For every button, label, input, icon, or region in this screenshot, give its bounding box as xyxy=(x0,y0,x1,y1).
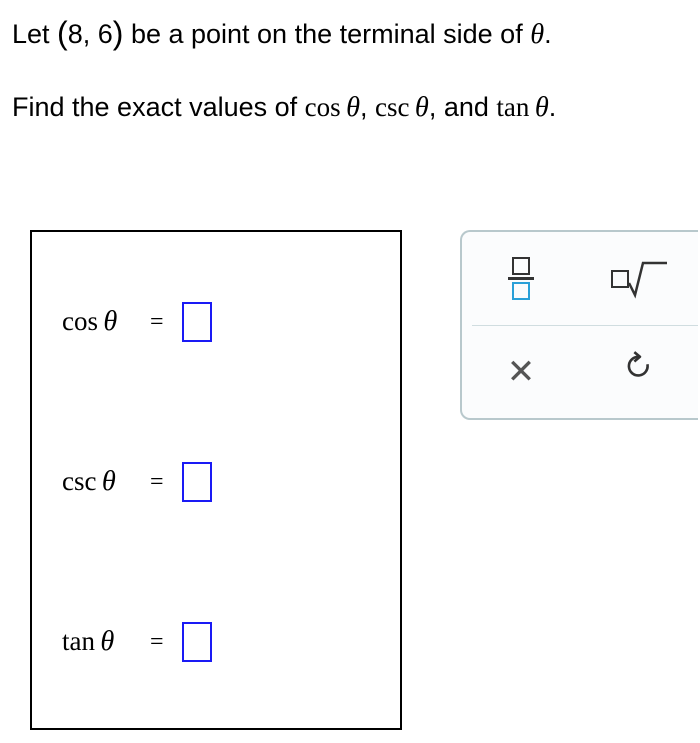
math-toolbox: ✕ xyxy=(460,230,698,420)
equals-sign: = xyxy=(150,629,164,656)
period: . xyxy=(544,19,552,49)
problem-line-2: Find the exact values of cos θ, csc θ, a… xyxy=(12,87,700,130)
equals-sign: = xyxy=(150,309,164,336)
close-paren: ) xyxy=(113,15,124,51)
problem-statement: Let (8, 6) be a point on the terminal si… xyxy=(0,0,700,129)
fn-csc: csc xyxy=(375,92,409,122)
point-y: 6 xyxy=(98,19,113,49)
open-paren: ( xyxy=(57,15,68,51)
answer-row-tan: tan θ = xyxy=(62,622,212,662)
theta-1: θ xyxy=(346,92,360,123)
label-tan: tan θ xyxy=(62,626,132,658)
answer-panel: cos θ = csc θ = tan θ = xyxy=(30,230,402,730)
fraction-icon xyxy=(508,257,534,300)
reset-button[interactable] xyxy=(580,325,698,418)
answer-row-csc: csc θ = xyxy=(62,462,212,502)
text-prefix: Let xyxy=(12,19,57,49)
var-label: θ xyxy=(103,306,117,337)
fn-cos: cos xyxy=(305,92,341,122)
problem-line-1: Let (8, 6) be a point on the terminal si… xyxy=(12,8,700,57)
close-icon: ✕ xyxy=(507,352,536,392)
clear-button[interactable]: ✕ xyxy=(462,325,580,418)
point-sep: , xyxy=(83,19,98,49)
point-x: 8 xyxy=(68,19,83,49)
var-label: θ xyxy=(102,466,116,497)
label-cos: cos θ xyxy=(62,306,132,338)
var-label: θ xyxy=(100,626,114,657)
fn-label: csc xyxy=(62,466,96,496)
text-suffix: be a point on the terminal side of xyxy=(123,19,530,49)
fn-label: cos xyxy=(62,306,98,336)
answer-row-cos: cos θ = xyxy=(62,302,212,342)
period2: . xyxy=(549,92,557,122)
line2-prefix: Find the exact values of xyxy=(12,92,305,122)
input-csc[interactable] xyxy=(182,462,212,502)
theta-symbol: θ xyxy=(530,19,544,50)
label-csc: csc θ xyxy=(62,466,132,498)
fn-label: tan xyxy=(62,626,95,656)
sqrt-icon xyxy=(611,257,667,301)
reset-icon xyxy=(625,349,653,395)
input-tan[interactable] xyxy=(182,622,212,662)
input-cos[interactable] xyxy=(182,302,212,342)
theta-3: θ xyxy=(535,92,549,123)
equals-sign: = xyxy=(150,469,164,496)
and-sep: , and xyxy=(429,92,497,122)
theta-2: θ xyxy=(415,92,429,123)
fraction-button[interactable] xyxy=(462,232,580,325)
fn-tan: tan xyxy=(496,92,529,122)
sep1: , xyxy=(360,92,375,122)
sqrt-button[interactable] xyxy=(580,232,698,325)
